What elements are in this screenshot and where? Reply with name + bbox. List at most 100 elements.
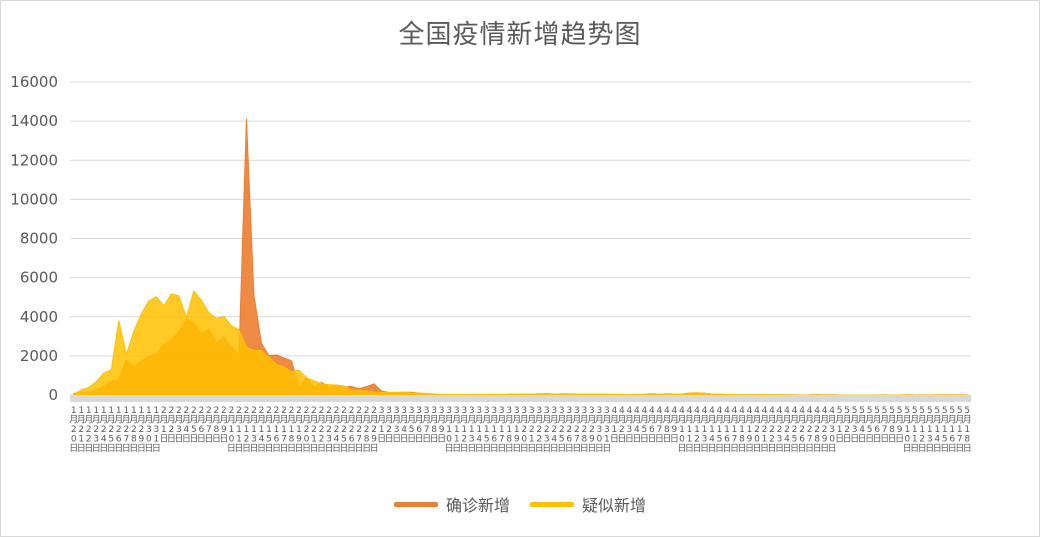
legend-item-suspected[interactable]: 疑似新增 <box>530 492 646 516</box>
legend-swatch-suspected <box>530 501 574 507</box>
x-axis-line <box>70 395 971 402</box>
legend-swatch-confirmed <box>393 501 438 507</box>
y-tick-label: 14000 <box>10 112 58 130</box>
y-tick-label: 10000 <box>10 190 58 208</box>
legend-label-suspected: 疑似新增 <box>582 496 647 515</box>
y-tick-label: 12000 <box>10 151 58 169</box>
y-tick-label: 4000 <box>20 308 58 326</box>
series-area-1 <box>73 289 968 396</box>
legend-item-confirmed[interactable]: 确诊新增 <box>393 492 510 516</box>
y-tick-label: 0 <box>48 386 58 404</box>
y-tick-label: 6000 <box>20 269 58 287</box>
x-axis-ticks: 1 月 2 0 日1 月 2 1 日1 月 2 2 日1 月 2 3 日1 月 2 4 日1 月 2 5 日1 月 2 6 日1 月 2 7 日… <box>69 406 972 454</box>
